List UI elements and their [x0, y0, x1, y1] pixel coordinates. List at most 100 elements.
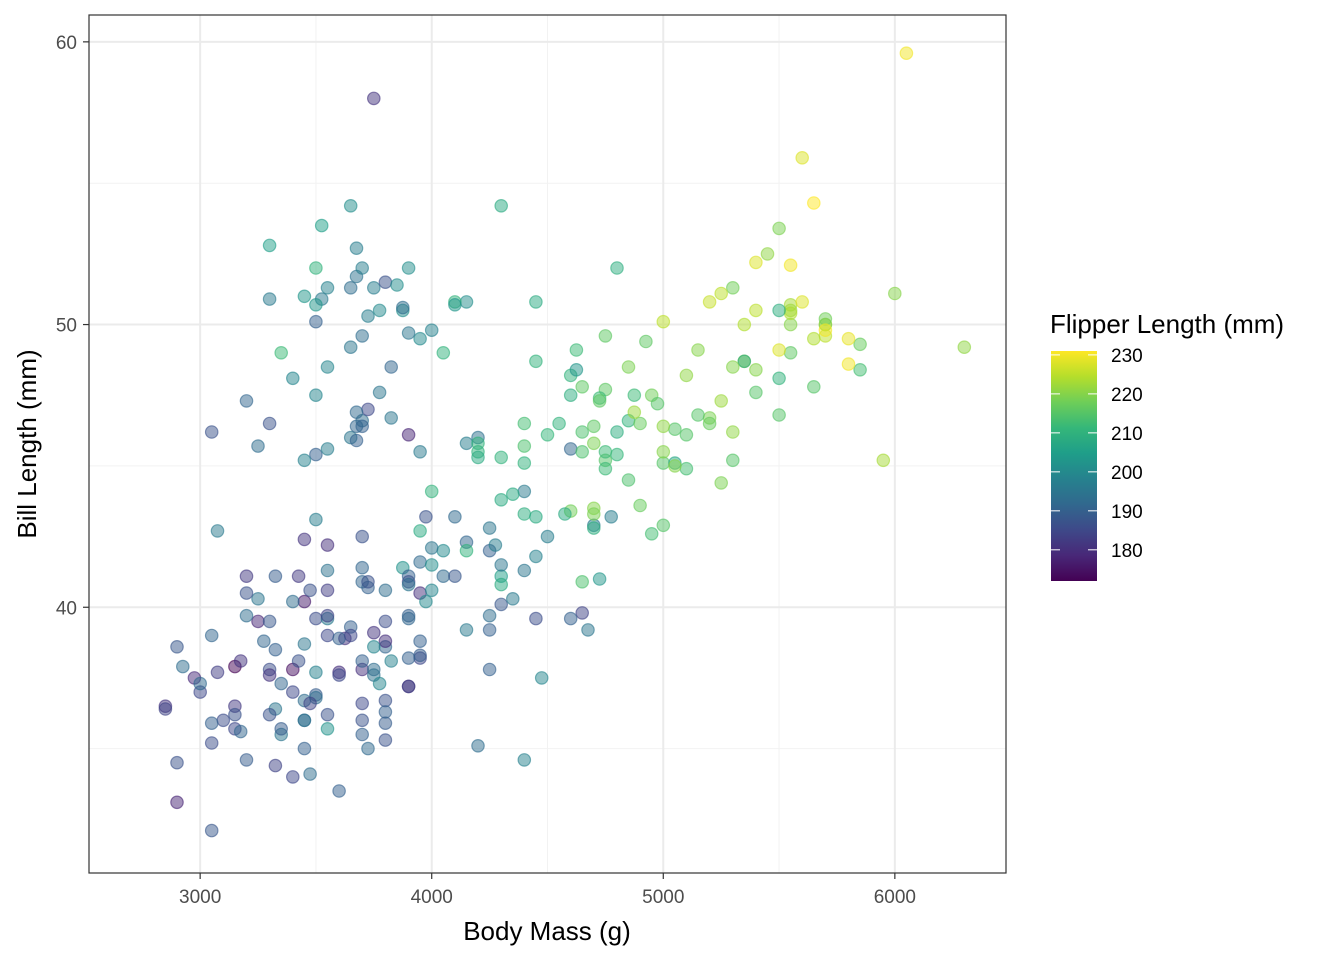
data-point — [818, 312, 833, 326]
data-point — [355, 713, 369, 728]
data-point — [366, 639, 381, 654]
data-point — [783, 297, 798, 312]
colorbar-tick-label: 200 — [1111, 463, 1143, 484]
data-point — [494, 597, 508, 612]
data-point — [378, 705, 393, 719]
data-point — [517, 439, 532, 453]
data-point — [291, 569, 306, 583]
data-point — [806, 331, 821, 346]
data-point — [563, 388, 578, 402]
data-point — [656, 419, 671, 434]
data-point — [176, 659, 190, 674]
data-point — [413, 648, 427, 663]
data-point — [639, 334, 653, 349]
data-point — [366, 625, 381, 640]
data-point — [806, 379, 821, 394]
data-point — [297, 713, 312, 728]
data-point — [806, 196, 821, 210]
data-point — [332, 631, 346, 646]
data-point — [586, 507, 601, 521]
data-point — [204, 823, 219, 838]
data-point — [627, 405, 642, 419]
data-point — [575, 574, 589, 589]
data-point — [268, 758, 283, 773]
data-point — [598, 329, 613, 343]
data-point — [309, 297, 323, 312]
data-point — [204, 628, 219, 643]
data-point — [251, 591, 265, 606]
data-point — [268, 642, 283, 657]
data-point — [378, 583, 393, 598]
data-point — [691, 408, 705, 422]
data-point — [772, 221, 786, 236]
data-point — [679, 427, 694, 442]
data-point — [517, 484, 532, 499]
data-point — [349, 433, 364, 448]
colorbar-tick-label: 210 — [1111, 424, 1143, 445]
data-point — [749, 303, 763, 318]
data-point — [818, 323, 833, 337]
data-point — [772, 408, 786, 422]
data-point — [783, 258, 798, 272]
data-point — [320, 583, 335, 598]
data-point — [285, 685, 300, 699]
data-point — [517, 456, 532, 470]
data-point — [355, 560, 369, 575]
data-point — [320, 707, 335, 722]
data-point — [355, 329, 369, 343]
data-point — [552, 416, 566, 431]
data-point — [424, 558, 439, 572]
data-point — [795, 151, 809, 165]
data-point — [488, 538, 503, 552]
data-point — [378, 614, 393, 629]
colorbar — [1051, 351, 1097, 581]
data-point — [378, 634, 393, 648]
data-point — [309, 611, 323, 626]
data-point — [494, 492, 508, 507]
data-point — [448, 509, 462, 524]
data-point — [401, 261, 416, 275]
grid-minor — [89, 15, 1006, 873]
plot-panel-border — [88, 14, 1007, 874]
data-point — [749, 362, 763, 377]
data-point — [355, 261, 369, 275]
data-point — [656, 456, 671, 470]
data-point — [737, 354, 752, 369]
grid-major — [89, 15, 1006, 873]
data-point — [702, 416, 717, 431]
data-point — [309, 665, 323, 680]
data-point — [291, 654, 306, 668]
data-point — [262, 707, 277, 722]
data-point — [621, 360, 636, 374]
data-point — [343, 628, 358, 643]
data-point — [679, 461, 694, 476]
data-point — [471, 738, 485, 753]
data-point — [459, 436, 474, 451]
data-point — [378, 693, 393, 708]
data-point — [668, 459, 682, 473]
data-point — [285, 770, 300, 784]
data-point — [355, 654, 369, 668]
data-point — [540, 529, 555, 544]
data-point — [239, 569, 254, 583]
data-point — [650, 396, 665, 411]
data-point — [309, 512, 323, 527]
data-point — [957, 340, 972, 354]
data-point — [239, 753, 254, 767]
data-point — [210, 665, 225, 680]
data-point — [714, 476, 728, 490]
data-point — [343, 199, 358, 213]
x-axis-title: Body Mass (g) — [463, 916, 631, 946]
data-point — [505, 487, 520, 501]
data-point — [216, 713, 231, 728]
data-point — [274, 345, 288, 360]
colorbar-ticks: 180 190 200 210 220 230 — [1051, 346, 1143, 562]
data-point — [482, 623, 497, 637]
data-point — [436, 345, 451, 360]
data-point — [575, 606, 589, 620]
data-point — [320, 280, 335, 295]
data-point — [366, 662, 381, 677]
data-point — [575, 379, 589, 394]
data-point — [772, 343, 786, 357]
data-point — [419, 594, 433, 609]
